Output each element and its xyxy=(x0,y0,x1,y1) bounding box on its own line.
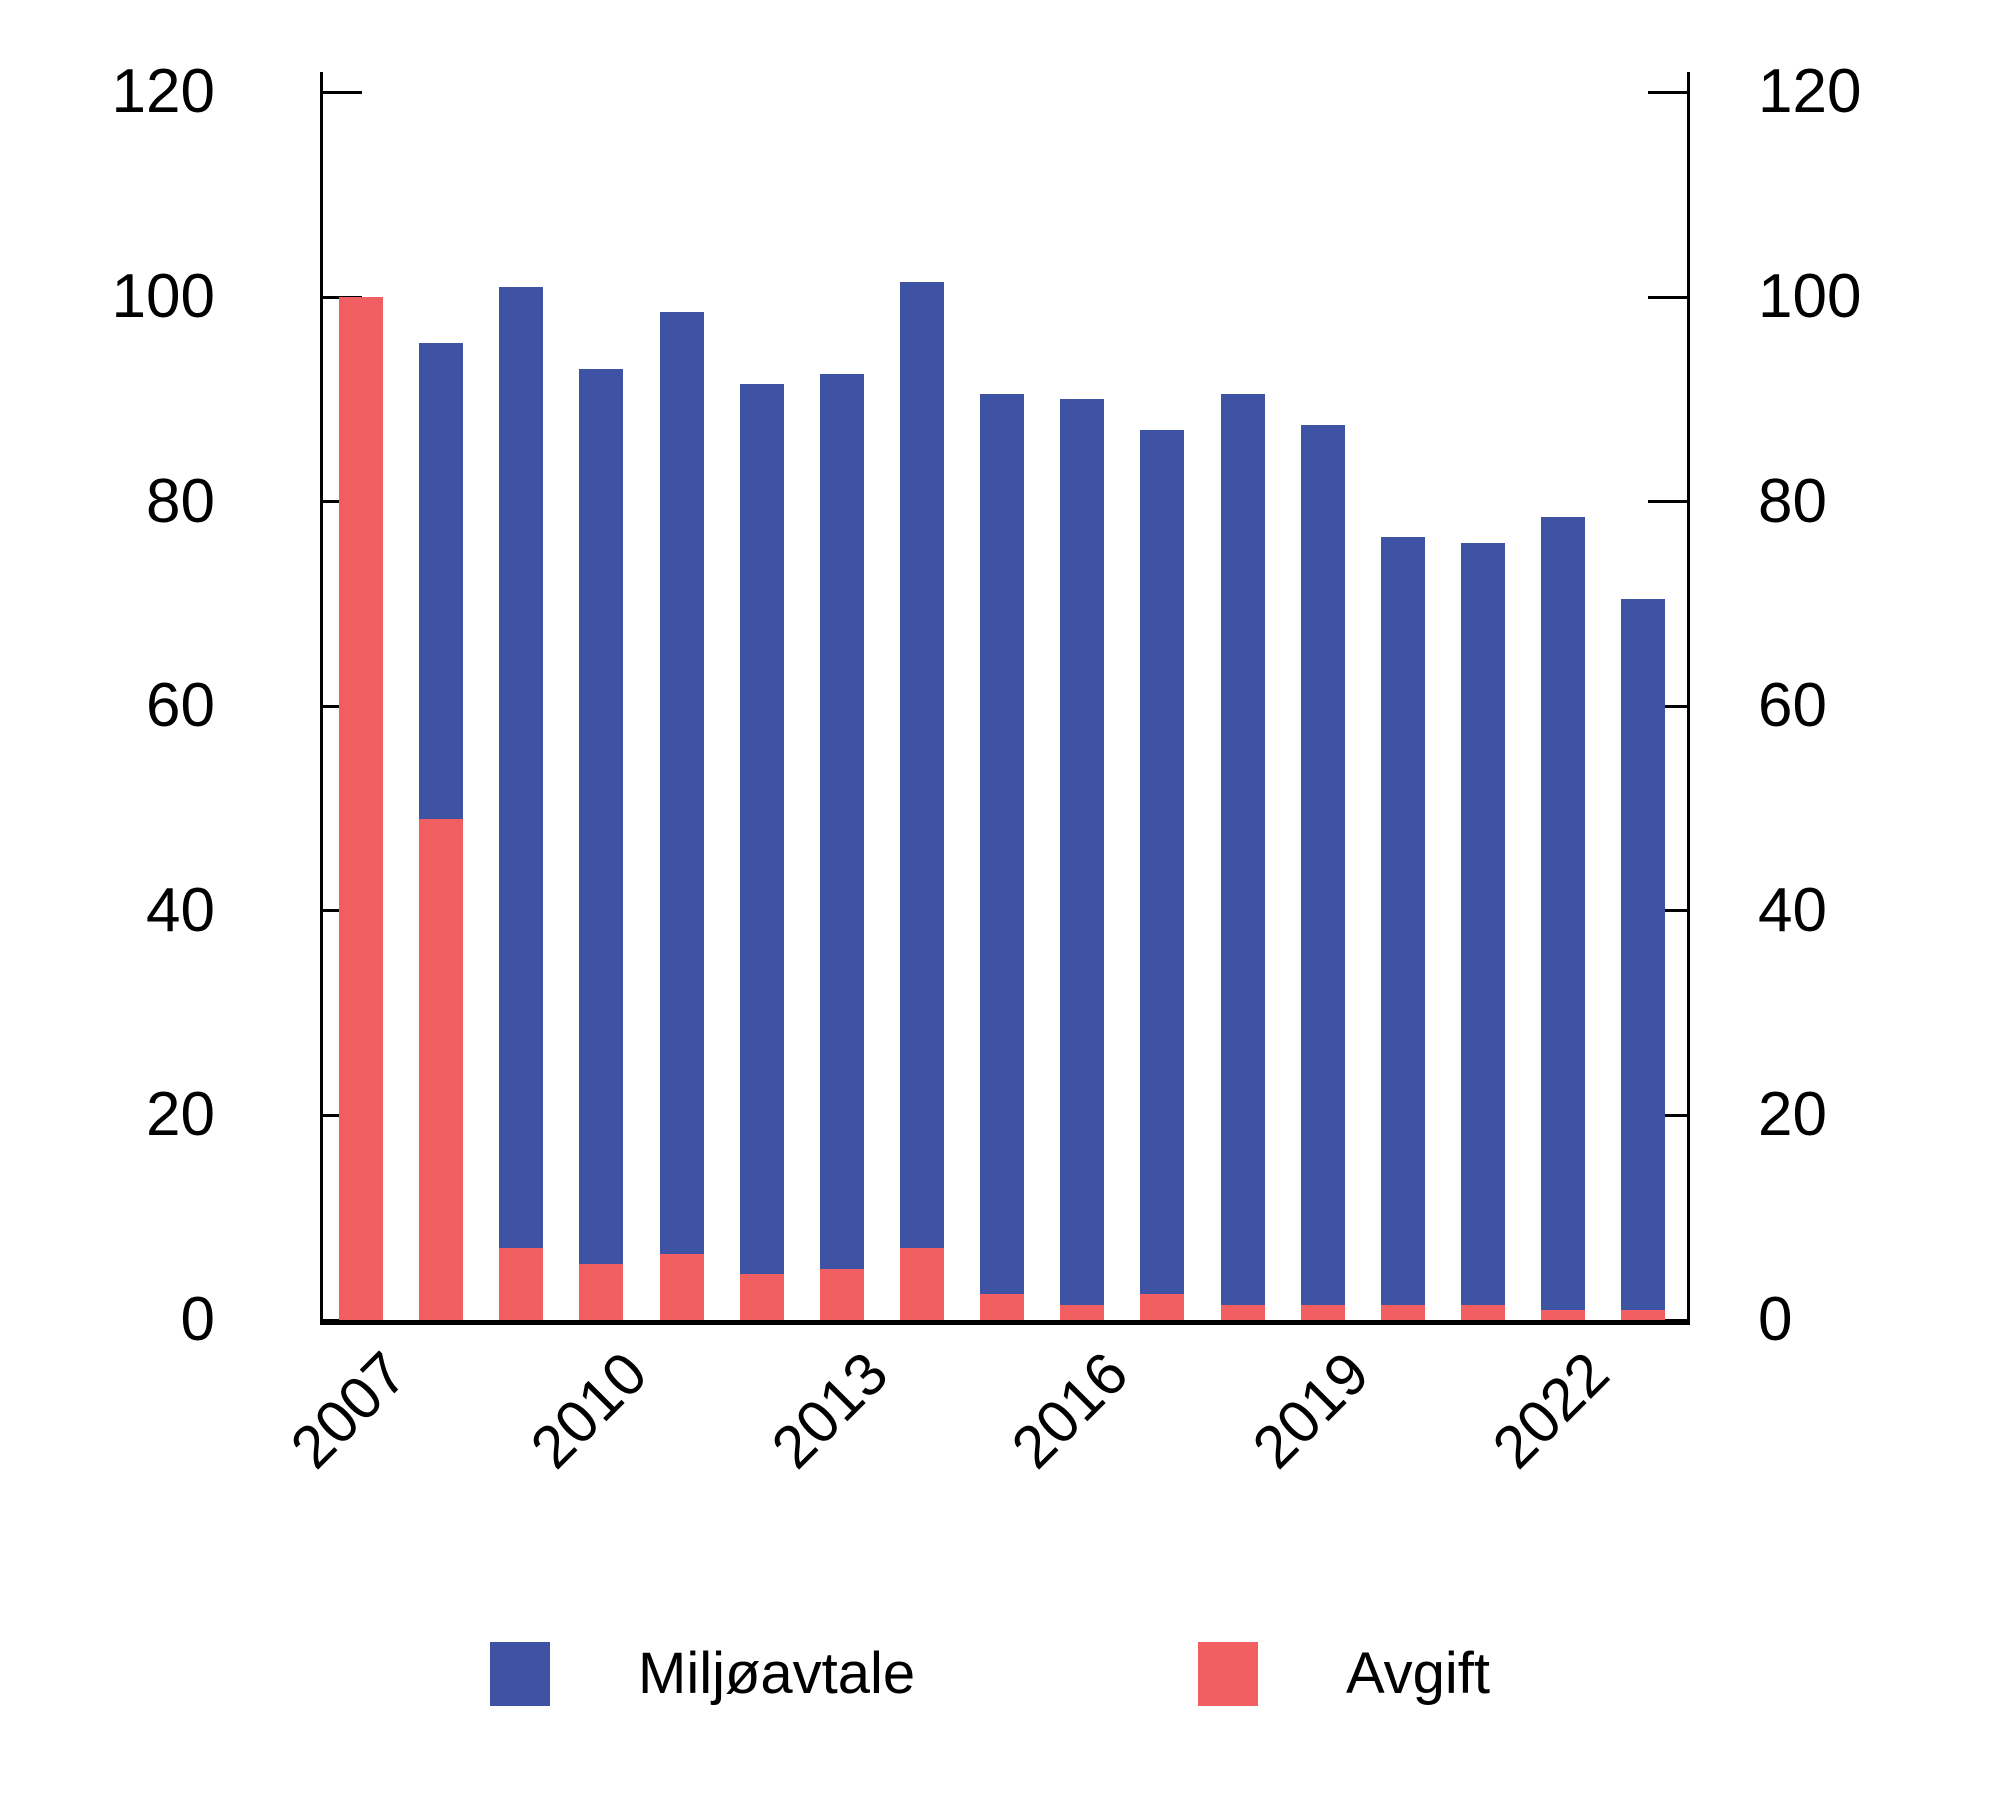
bar-2018-avgift-segment xyxy=(1220,1304,1265,1320)
bar-2007-avgift-segment xyxy=(339,297,383,1320)
y-tick-left xyxy=(320,1318,362,1322)
bar-2011-miljoavtale-segment xyxy=(659,312,704,1254)
legend-item-avgift: Avgift xyxy=(1198,1642,1490,1706)
y-axis-right xyxy=(1687,72,1690,1320)
y-tick-right xyxy=(1648,500,1690,504)
bar-2008-avgift-segment xyxy=(419,818,464,1320)
bar-2023-avgift-segment xyxy=(1621,1309,1666,1320)
y-tick-label-right: 80 xyxy=(1758,466,1827,536)
y-tick-right xyxy=(1648,704,1690,708)
y-tick-label-left: 60 xyxy=(146,671,215,741)
y-tick-left xyxy=(320,295,362,299)
y-tick-label-right: 100 xyxy=(1758,262,1862,332)
bar-2013-miljoavtale-segment xyxy=(819,373,864,1269)
y-tick-label-left: 80 xyxy=(146,466,215,536)
y-tick-label-left: 120 xyxy=(111,57,215,127)
bar-2017-miljoavtale-segment xyxy=(1140,430,1185,1295)
bar-2020-avgift-segment xyxy=(1380,1304,1425,1320)
legend-label: Avgift xyxy=(1346,1641,1491,1706)
bar-2010-avgift-segment xyxy=(579,1263,624,1320)
bar-2018 xyxy=(1220,394,1265,1320)
legend-label: Miljøavtale xyxy=(638,1641,916,1706)
y-tick-right xyxy=(1648,1318,1690,1322)
bar-2022-avgift-segment xyxy=(1541,1309,1586,1320)
legend-swatch-avgift xyxy=(1198,1642,1258,1706)
y-tick-label-left: 100 xyxy=(111,262,215,332)
bar-2008 xyxy=(419,343,464,1320)
y-tick-label-right: 120 xyxy=(1758,57,1862,127)
bar-2008-miljoavtale-segment xyxy=(419,343,464,819)
x-tick-label-2016: 2016 xyxy=(999,1339,1141,1481)
bar-2010-miljoavtale-segment xyxy=(579,368,624,1264)
legend-item-miljoavtale: Miljøavtale xyxy=(490,1642,915,1706)
x-tick-label-2007: 2007 xyxy=(277,1339,420,1481)
x-tick-label-2010: 2010 xyxy=(518,1339,660,1481)
bar-2014 xyxy=(899,281,944,1320)
bar-2019-miljoavtale-segment xyxy=(1300,424,1345,1305)
bar-2019 xyxy=(1300,424,1345,1320)
y-tick-left xyxy=(320,90,362,94)
bar-2011-avgift-segment xyxy=(659,1253,704,1320)
y-tick-label-right: 0 xyxy=(1758,1285,1793,1354)
bar-2015 xyxy=(980,394,1025,1320)
bar-2013-avgift-segment xyxy=(819,1268,864,1320)
y-tick-right xyxy=(1648,909,1690,913)
bar-2011 xyxy=(659,312,704,1320)
bar-2022 xyxy=(1541,517,1586,1320)
bar-2018-miljoavtale-segment xyxy=(1220,394,1265,1305)
bar-2016-miljoavtale-segment xyxy=(1060,399,1105,1305)
x-tick-label-2019: 2019 xyxy=(1239,1339,1382,1481)
y-tick-label-left: 40 xyxy=(146,875,215,945)
x-axis-baseline xyxy=(320,1320,1690,1325)
bar-2016-avgift-segment xyxy=(1060,1304,1105,1320)
y-tick-label-left: 0 xyxy=(180,1285,215,1354)
bar-2010 xyxy=(579,368,624,1320)
bar-2013 xyxy=(819,373,864,1320)
bar-2009-miljoavtale-segment xyxy=(499,286,544,1249)
y-axis-left xyxy=(320,72,323,1320)
bar-2021 xyxy=(1460,542,1505,1320)
bar-2020 xyxy=(1380,537,1425,1320)
y-tick-label-right: 60 xyxy=(1758,671,1827,741)
bar-2012-avgift-segment xyxy=(739,1273,784,1320)
bar-2021-avgift-segment xyxy=(1460,1304,1505,1320)
x-tick-label-2022: 2022 xyxy=(1479,1339,1622,1481)
bar-2023 xyxy=(1621,598,1666,1320)
bar-2007 xyxy=(339,297,383,1320)
bar-2012-miljoavtale-segment xyxy=(739,384,784,1274)
bar-2021-miljoavtale-segment xyxy=(1460,542,1505,1305)
bar-2016 xyxy=(1060,399,1105,1320)
bar-2022-miljoavtale-segment xyxy=(1541,517,1586,1310)
y-tick-right xyxy=(1648,295,1690,299)
y-tick-right xyxy=(1648,90,1690,94)
bar-2017 xyxy=(1140,430,1185,1320)
bar-2023-miljoavtale-segment xyxy=(1621,598,1666,1310)
bar-2014-miljoavtale-segment xyxy=(899,281,944,1249)
bar-2015-miljoavtale-segment xyxy=(980,394,1025,1295)
bar-2015-avgift-segment xyxy=(980,1294,1025,1320)
legend-swatch-miljoavtale xyxy=(490,1642,550,1706)
x-tick-label-2013: 2013 xyxy=(758,1339,901,1481)
y-tick-label-right: 40 xyxy=(1758,875,1827,945)
bar-2014-avgift-segment xyxy=(899,1248,944,1320)
bar-2019-avgift-segment xyxy=(1300,1304,1345,1320)
y-tick-label-right: 20 xyxy=(1758,1080,1827,1150)
bar-2009 xyxy=(499,286,544,1320)
bar-2020-miljoavtale-segment xyxy=(1380,537,1425,1305)
bar-2009-avgift-segment xyxy=(499,1248,544,1320)
bar-2012 xyxy=(739,384,784,1320)
bar-2017-avgift-segment xyxy=(1140,1294,1185,1320)
y-tick-right xyxy=(1648,1113,1690,1117)
y-tick-label-left: 20 xyxy=(146,1080,215,1150)
plot-area xyxy=(320,72,1690,1325)
